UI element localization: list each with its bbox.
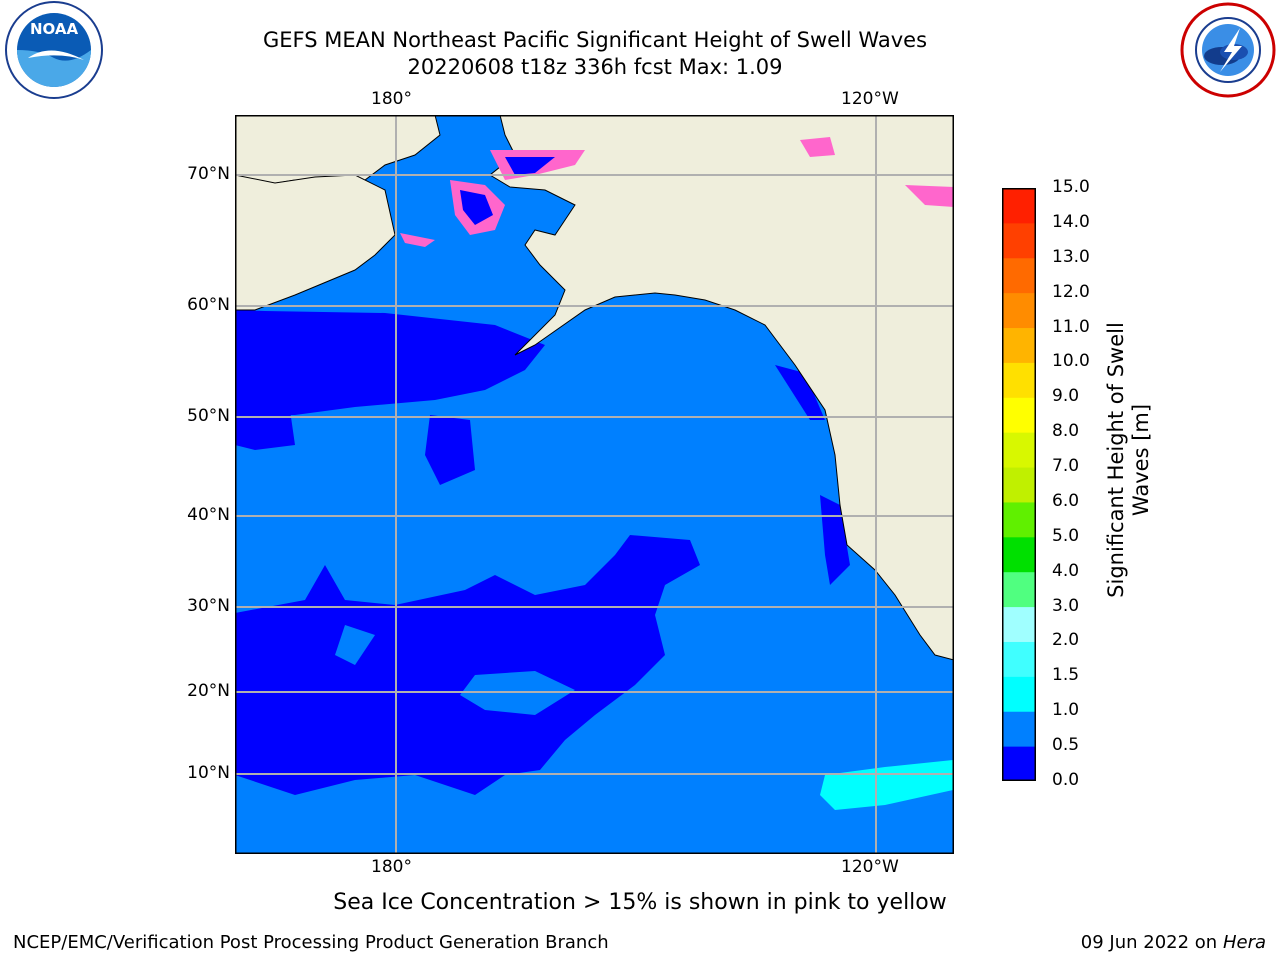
colorbar-segment [1002,536,1036,573]
top-lon-label-180: 180° [371,89,412,109]
colorbar-segment [1002,257,1036,294]
lat-label-50n: 50°N [187,406,230,426]
lat-label-40n: 40°N [187,505,230,525]
colorbar-segment [1002,467,1036,503]
nws-logo-icon [1176,0,1280,100]
colorbar-segment [1002,397,1036,433]
colorbar-tick-label: 1.5 [1052,665,1080,686]
colorbar-tick-label: 1.0 [1052,700,1080,721]
colorbar-tick-label: 8.0 [1052,421,1080,442]
colorbar-tick-label: 10.0 [1052,351,1090,372]
colorbar [1002,188,1036,781]
lat-label-10n: 10°N [187,763,230,783]
noaa-logo-text: NOAA [30,20,79,38]
credit-text: NCEP/EMC/Verification Post Processing Pr… [13,932,609,953]
colorbar-segment [1002,432,1036,468]
colorbar-tick-label: 12.0 [1052,281,1090,302]
lat-label-60n: 60°N [187,295,230,315]
colorbar-tick-label: 0.0 [1052,770,1080,790]
graticule [235,115,954,854]
colorbar-tick-label: 4.0 [1052,560,1080,581]
colorbar-title: Significant Height of Swell Waves [m] [1104,322,1153,598]
colorbar-tick-label: 0.5 [1052,735,1080,756]
north-america-landmass [489,115,954,661]
colorbar-tick-label: 14.0 [1052,211,1090,232]
central-pacific-low-area [235,535,700,795]
asia-landmass [235,174,396,311]
date-text: 09 Jun 2022 on [1080,932,1218,953]
colorbar-tick-label: 6.0 [1052,490,1080,511]
bering-sea-low-area [235,310,545,415]
sea-ice-note: Sea Ice Concentration > 15% is shown in … [333,890,947,915]
colorbar-tick-label: 15.0 [1052,177,1090,197]
map-title: GEFS MEAN Northeast Pacific Significant … [262,28,928,52]
colorbar-segment [1002,746,1036,781]
date-stamp: 09 Jun 2022 on Hera [1081,932,1266,953]
colorbar-segment [1002,362,1036,398]
colorbar-tick-label: 2.0 [1052,630,1080,651]
colorbar-segment [1002,292,1036,329]
bottom-lon-label-120w: 120°W [841,857,899,877]
swell-map [235,115,954,854]
colorbar-tick-label: 13.0 [1052,246,1090,267]
map-frame [235,115,954,854]
noaa-logo-icon: NOAA [0,0,110,110]
lat-label-70n: 70°N [187,164,230,184]
ocean-high-area [820,760,953,810]
map-subtitle: 20220608 t18z 336h fcst Max: 1.09 [407,55,783,79]
lat-label-30n: 30°N [187,596,230,616]
colorbar-segment [1002,711,1036,747]
colorbar-tick-label: 11.0 [1052,316,1090,337]
colorbar-tick-label: 5.0 [1052,525,1080,546]
colorbar-segment [1002,327,1036,363]
colorbar-tick-label: 7.0 [1052,456,1080,477]
colorbar-segment [1002,188,1036,224]
colorbar-segment [1002,641,1036,677]
colorbar-segment [1002,571,1036,608]
colorbar-tick-label: 3.0 [1052,595,1080,616]
bottom-lon-label-180: 180° [371,857,412,877]
lat-label-20n: 20°N [187,681,230,701]
colorbar-tick-label: 9.0 [1052,386,1080,407]
colorbar-segment [1002,606,1036,642]
colorbar-segment [1002,222,1036,259]
host-text: Hera [1222,932,1266,953]
colorbar-segment [1002,501,1036,538]
top-lon-label-120w: 120°W [841,89,899,109]
colorbar-segment [1002,676,1036,712]
